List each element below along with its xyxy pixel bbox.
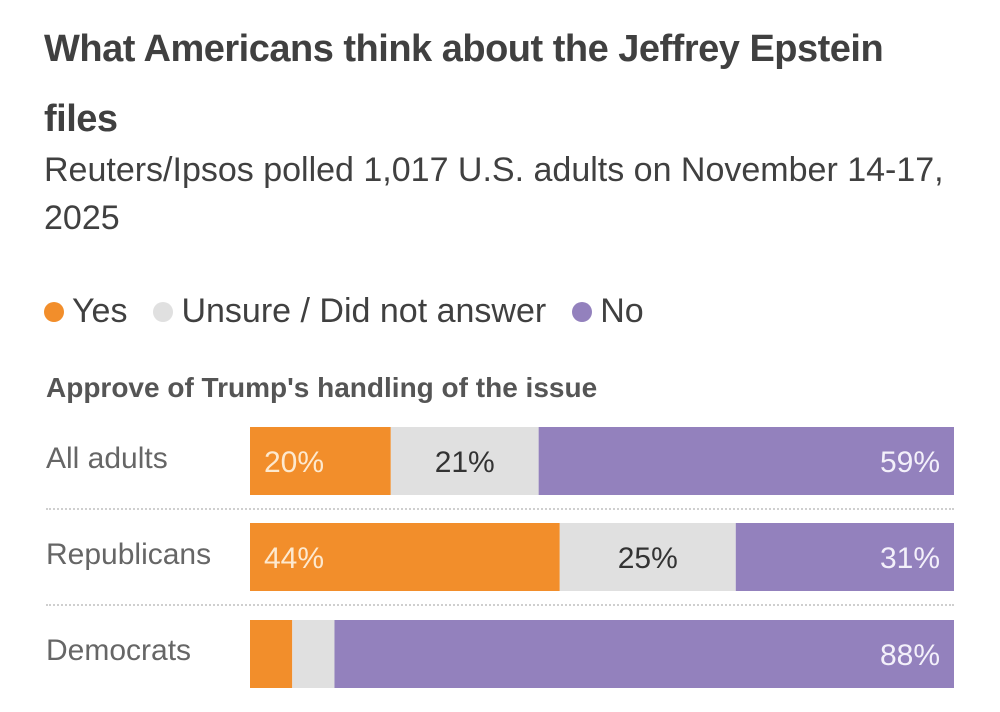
bar-segment-all-adults-no: [538, 427, 954, 495]
bar-segment-democrats-unsure-did-not-answer: [292, 620, 335, 688]
row-divider: [46, 508, 954, 510]
data-label-republicans-unsure-did-not-answer: 25%: [618, 542, 678, 575]
chart-title: What Americans think about the Jeffrey E…: [44, 28, 884, 140]
data-label-all-adults-unsure-did-not-answer: 21%: [435, 446, 495, 479]
chart-subtitle: Reuters/Ipsos polled 1,017 U.S. adults o…: [44, 151, 944, 237]
row-divider: [46, 604, 954, 606]
data-label-all-adults-no: 59%: [880, 446, 940, 479]
legend-swatch-yes: [44, 301, 64, 322]
bar-segment-democrats-yes: [250, 620, 293, 688]
data-label-republicans-yes: 44%: [264, 542, 324, 575]
row-label-democrats: Democrats: [46, 634, 192, 667]
legend-swatch-no: [572, 301, 593, 322]
section-title: Approve of Trump's handling of the issue: [46, 372, 598, 403]
legend-label-no: No: [600, 292, 644, 330]
bar-segment-all-adults-unsure-did-not-answer: [390, 427, 539, 495]
bar-segment-democrats-no: [334, 620, 955, 688]
data-label-republicans-no: 31%: [880, 542, 940, 575]
legend-swatch-unsure: [153, 301, 174, 322]
row-label-republicans: Republicans: [46, 538, 212, 571]
legend-item-no: No: [572, 292, 644, 331]
bar-segment-republicans-no: [735, 523, 954, 591]
bar-segment-all-adults-yes: [250, 427, 391, 495]
legend: Yes Unsure / Did not answer No: [44, 292, 670, 331]
legend-item-yes: Yes: [44, 292, 127, 331]
data-label-democrats-no: 88%: [880, 639, 940, 672]
bar-segment-republicans-yes: [250, 523, 560, 591]
row-label-all-adults: All adults: [46, 442, 168, 475]
legend-label-unsure: Unsure / Did not answer: [181, 292, 547, 330]
legend-item-unsure: Unsure / Did not answer: [153, 292, 546, 331]
data-label-all-adults-yes: 20%: [264, 446, 324, 479]
legend-label-yes: Yes: [72, 292, 128, 330]
bar-segment-republicans-unsure-did-not-answer: [559, 523, 736, 591]
